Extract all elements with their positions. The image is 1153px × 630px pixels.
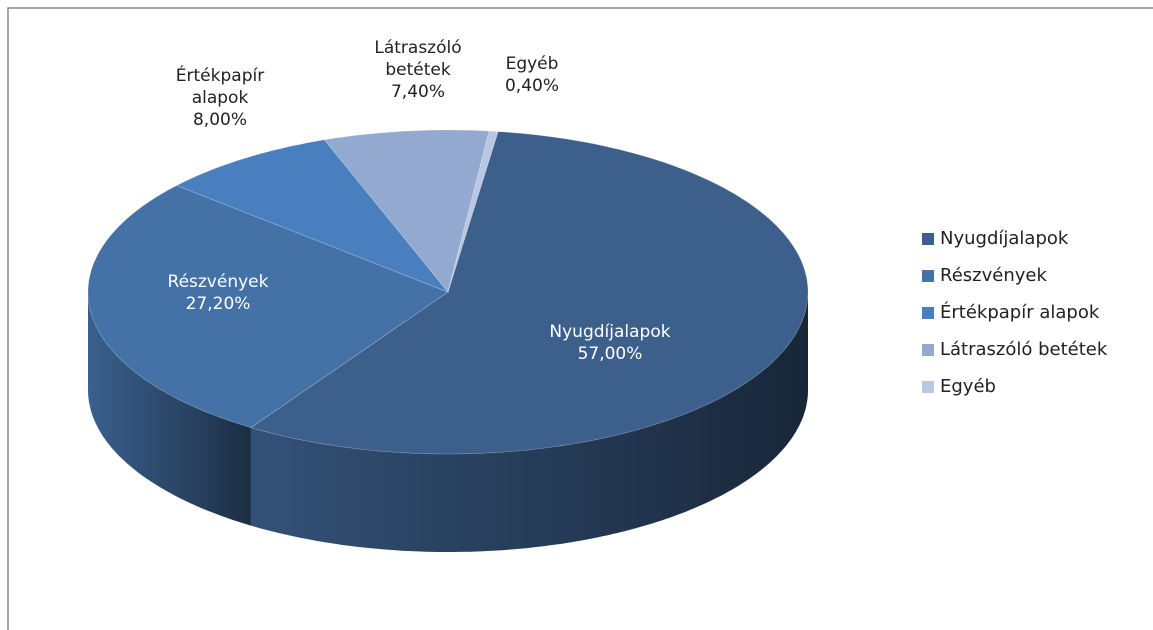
legend-swatch <box>922 343 934 356</box>
legend-label: Látraszóló betétek <box>940 339 1108 360</box>
pie-slice <box>323 129 490 293</box>
legend-label: Értékpapír alapok <box>940 302 1100 323</box>
data-label-name: Nyugdíjalapok <box>549 322 671 342</box>
pie-side-shade <box>250 292 808 552</box>
data-label-value: 0,40% <box>504 76 559 96</box>
data-label: Látraszóló betétek 7,40% <box>363 37 473 103</box>
legend-swatch <box>922 232 934 245</box>
data-label-name: Értékpapír alapok <box>175 66 265 108</box>
legend-entry: Nyugdíjalapok <box>922 228 1068 249</box>
pie-slice <box>250 131 809 455</box>
legend-swatch <box>922 380 934 393</box>
pie-slice <box>447 130 499 293</box>
data-label: Nyugdíjalapok 57,00% <box>549 321 670 365</box>
data-label-name: Egyéb <box>505 54 559 74</box>
legend-swatch <box>922 269 934 282</box>
legend-swatch <box>922 306 934 319</box>
data-label-name: Látraszóló betétek <box>374 38 462 80</box>
legend-label: Nyugdíjalapok <box>940 228 1069 249</box>
legend-entry: Egyéb <box>922 376 996 397</box>
data-label: Értékpapír alapok 8,00% <box>155 65 285 131</box>
data-label-name: Részvények <box>167 272 269 292</box>
data-label-value: 8,00% <box>192 110 247 130</box>
frame <box>7 7 1153 630</box>
legend-entry: Értékpapír alapok <box>922 302 1099 323</box>
data-label-value: 57,00% <box>577 344 643 364</box>
data-label-value: 27,20% <box>185 294 251 314</box>
legend-label: Egyéb <box>940 376 996 397</box>
legend-label: Részvények <box>940 265 1047 286</box>
legend-entry: Részvények <box>922 265 1047 286</box>
pie-side-shade <box>88 292 251 526</box>
legend-entry: Látraszóló betétek <box>922 339 1107 360</box>
data-label-value: 7,40% <box>390 82 445 102</box>
pie-slice <box>87 185 449 428</box>
data-label: Egyéb 0,40% <box>492 53 572 97</box>
pie-slice <box>175 139 450 293</box>
data-label: Részvények 27,20% <box>168 271 269 315</box>
